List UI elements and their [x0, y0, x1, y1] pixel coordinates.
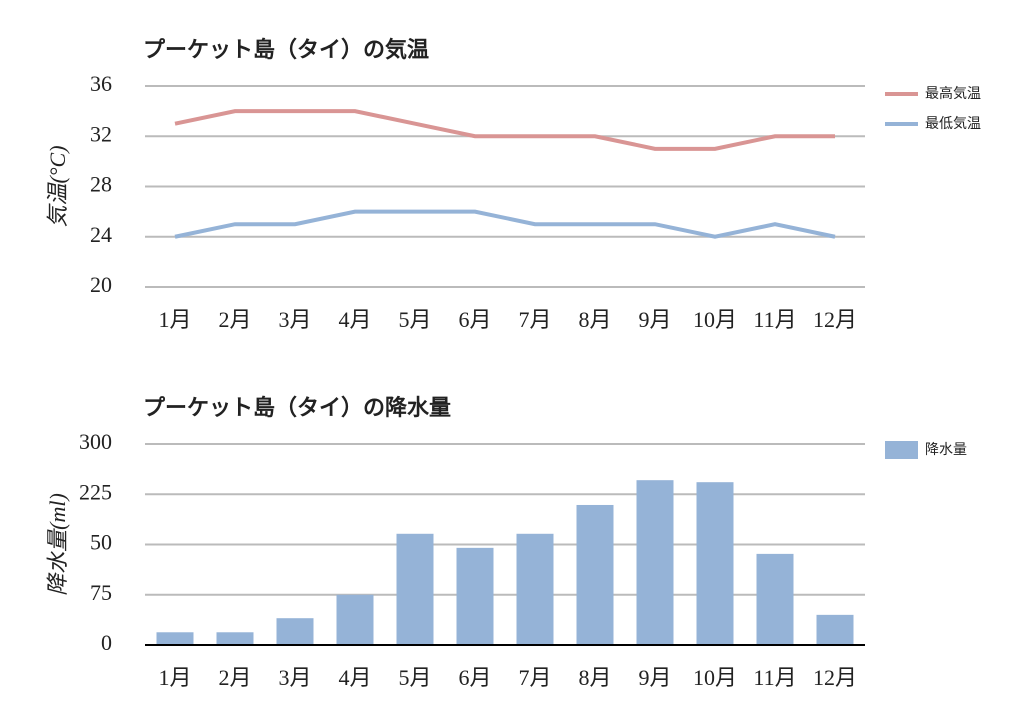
chart-title: プーケット島（タイ）の降水量 — [143, 395, 451, 420]
y-tick-label: 225 — [79, 479, 112, 504]
bar — [756, 553, 794, 645]
x-tick-label: 7月 — [518, 665, 551, 690]
x-tick-label: 9月 — [638, 307, 671, 332]
line-series — [174, 109, 835, 151]
bar — [696, 482, 734, 645]
bar — [156, 632, 194, 645]
x-tick-label: 4月 — [338, 665, 371, 690]
y-tick-label: 300 — [79, 429, 112, 454]
legend-swatch — [885, 441, 918, 459]
x-tick-label: 4月 — [338, 307, 371, 332]
bar — [576, 504, 614, 645]
bar — [276, 618, 314, 645]
x-tick-label: 12月 — [813, 307, 857, 332]
y-tick-label: 28 — [90, 172, 112, 197]
x-tick-label: 11月 — [753, 665, 796, 690]
x-tick-label: 6月 — [458, 665, 491, 690]
x-tick-label: 9月 — [638, 665, 671, 690]
bar — [456, 547, 494, 645]
bar — [216, 632, 254, 645]
x-tick-label: 7月 — [518, 307, 551, 332]
x-tick-label: 5月 — [398, 665, 431, 690]
y-tick-label: 24 — [90, 222, 112, 247]
x-tick-label: 3月 — [278, 307, 311, 332]
x-tick-label: 11月 — [753, 307, 796, 332]
bar — [336, 594, 374, 645]
x-tick-label: 1月 — [158, 307, 191, 332]
y-tick-label: 50 — [90, 530, 112, 555]
line-series — [174, 209, 836, 239]
x-tick-label: 2月 — [218, 665, 251, 690]
x-tick-label: 8月 — [578, 665, 611, 690]
y-axis-label: 降水量(ml) — [45, 493, 70, 596]
y-tick-label: 20 — [90, 272, 112, 297]
legend-label: 最高気温 — [925, 85, 981, 102]
x-tick-label: 3月 — [278, 665, 311, 690]
y-tick-label: 0 — [101, 630, 112, 655]
x-tick-label: 10月 — [693, 665, 737, 690]
x-tick-label: 8月 — [578, 307, 611, 332]
x-tick-label: 1月 — [158, 665, 191, 690]
bar — [816, 614, 854, 645]
y-tick-label: 36 — [90, 71, 112, 96]
chart-title: プーケット島（タイ）の気温 — [143, 37, 429, 62]
legend-label: 降水量 — [925, 442, 967, 458]
bar — [636, 480, 674, 645]
bar — [516, 533, 554, 645]
x-tick-label: 10月 — [693, 307, 737, 332]
x-tick-label: 6月 — [458, 307, 491, 332]
y-tick-label: 32 — [90, 121, 112, 146]
y-tick-label: 75 — [90, 580, 112, 605]
y-axis-label: 気温(°C) — [45, 145, 70, 227]
x-tick-label: 12月 — [813, 665, 857, 690]
x-tick-label: 2月 — [218, 307, 251, 332]
x-tick-label: 5月 — [398, 307, 431, 332]
legend-label: 最低気温 — [925, 116, 981, 132]
bar — [396, 533, 434, 645]
